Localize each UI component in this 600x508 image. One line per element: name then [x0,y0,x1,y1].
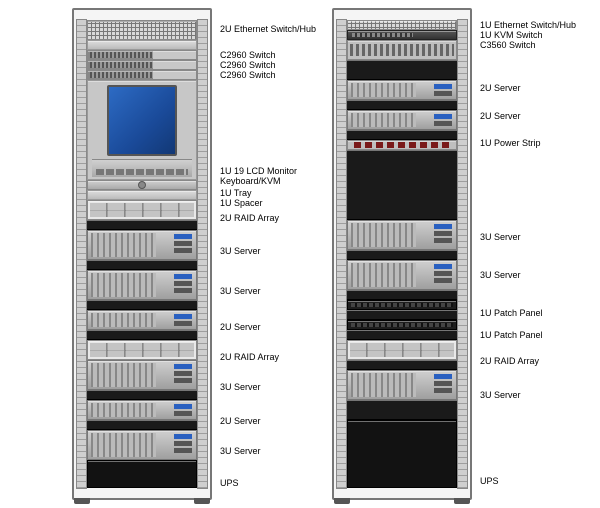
device-label: 2U Server [480,83,521,93]
device-c3560 [347,40,457,60]
device-label: 2U RAID Array [220,352,279,362]
device-label: 2U Server [220,322,261,332]
device-ups [87,460,197,488]
device-label: 3U Server [220,382,261,392]
rack-frame [72,8,212,500]
device-blank [87,220,197,230]
device-label: 1U Patch Panel [480,330,543,340]
device-ups [347,420,457,488]
device-blank [347,130,457,140]
device-blank [87,420,197,430]
device-server2 [347,110,457,130]
device-label: 1U 19 LCD Monitor Keyboard/KVM [220,166,297,187]
device-blank [347,250,457,260]
device-label: 1U Patch Panel [480,308,543,318]
device-label: 2U Server [220,416,261,426]
device-label: 2U Ethernet Switch/Hub [220,24,316,34]
device-server2 [87,310,197,330]
device-kvm-switch [347,30,457,40]
device-patch [347,300,457,310]
rack-b [332,8,472,500]
device-label: 1U Ethernet Switch/Hub [480,20,576,30]
device-c-switch [87,60,197,70]
rack-feet [334,498,470,504]
device-label: C2960 Switch [220,60,276,70]
device-label: 1U Spacer [220,198,263,208]
lcd-screen [107,85,177,156]
device-label: 1U KVM Switch [480,30,543,40]
rack-feet [74,498,210,504]
device-label: UPS [480,476,499,486]
device-blank [347,330,457,340]
device-spacer [87,40,197,50]
device-blank [347,100,457,110]
device-label: 3U Server [480,390,521,400]
device-blank [347,360,457,370]
device-label: UPS [220,478,239,488]
device-patch [347,320,457,330]
lcd-keyboard-base [92,159,192,177]
device-label: C2960 Switch [220,70,276,80]
rack-a [72,8,212,500]
device-blank [347,400,457,420]
device-label: C2960 Switch [220,50,276,60]
device-server3 [87,230,197,260]
device-blank [347,60,457,80]
device-server2 [87,400,197,420]
device-label: C3560 Switch [480,40,536,50]
device-blank [87,390,197,400]
device-switch-hub [87,20,197,40]
device-power-strip [347,140,457,150]
device-label: 2U Server [480,111,521,121]
device-label: 3U Server [220,286,261,296]
rack-a-inner [87,20,197,488]
device-c-switch [87,50,197,60]
device-server2 [347,80,457,100]
device-server3 [87,360,197,390]
device-label: 2U RAID Array [480,356,539,366]
device-raid [87,340,197,360]
device-raid [347,340,457,360]
device-server3 [347,260,457,290]
device-blank [347,150,457,220]
device-blank [347,290,457,300]
device-c-switch [87,70,197,80]
device-label: 3U Server [220,446,261,456]
device-label: 1U Power Strip [480,138,541,148]
device-blank [87,330,197,340]
device-label: 3U Server [480,232,521,242]
device-switch-hub [347,20,457,30]
device-label: 2U RAID Array [220,213,279,223]
device-label: 3U Server [480,270,521,280]
device-server3 [87,430,197,460]
rack-b-inner [347,20,457,488]
device-lcd [87,80,197,180]
rack-frame [332,8,472,500]
device-blank [87,300,197,310]
device-server3 [87,270,197,300]
device-label: 1U Tray [220,188,252,198]
device-tray [87,180,197,190]
device-server3 [347,370,457,400]
device-raid [87,200,197,220]
device-label: 3U Server [220,246,261,256]
device-blank [347,310,457,320]
device-server3 [347,220,457,250]
device-blank [87,260,197,270]
device-spacer [87,190,197,200]
